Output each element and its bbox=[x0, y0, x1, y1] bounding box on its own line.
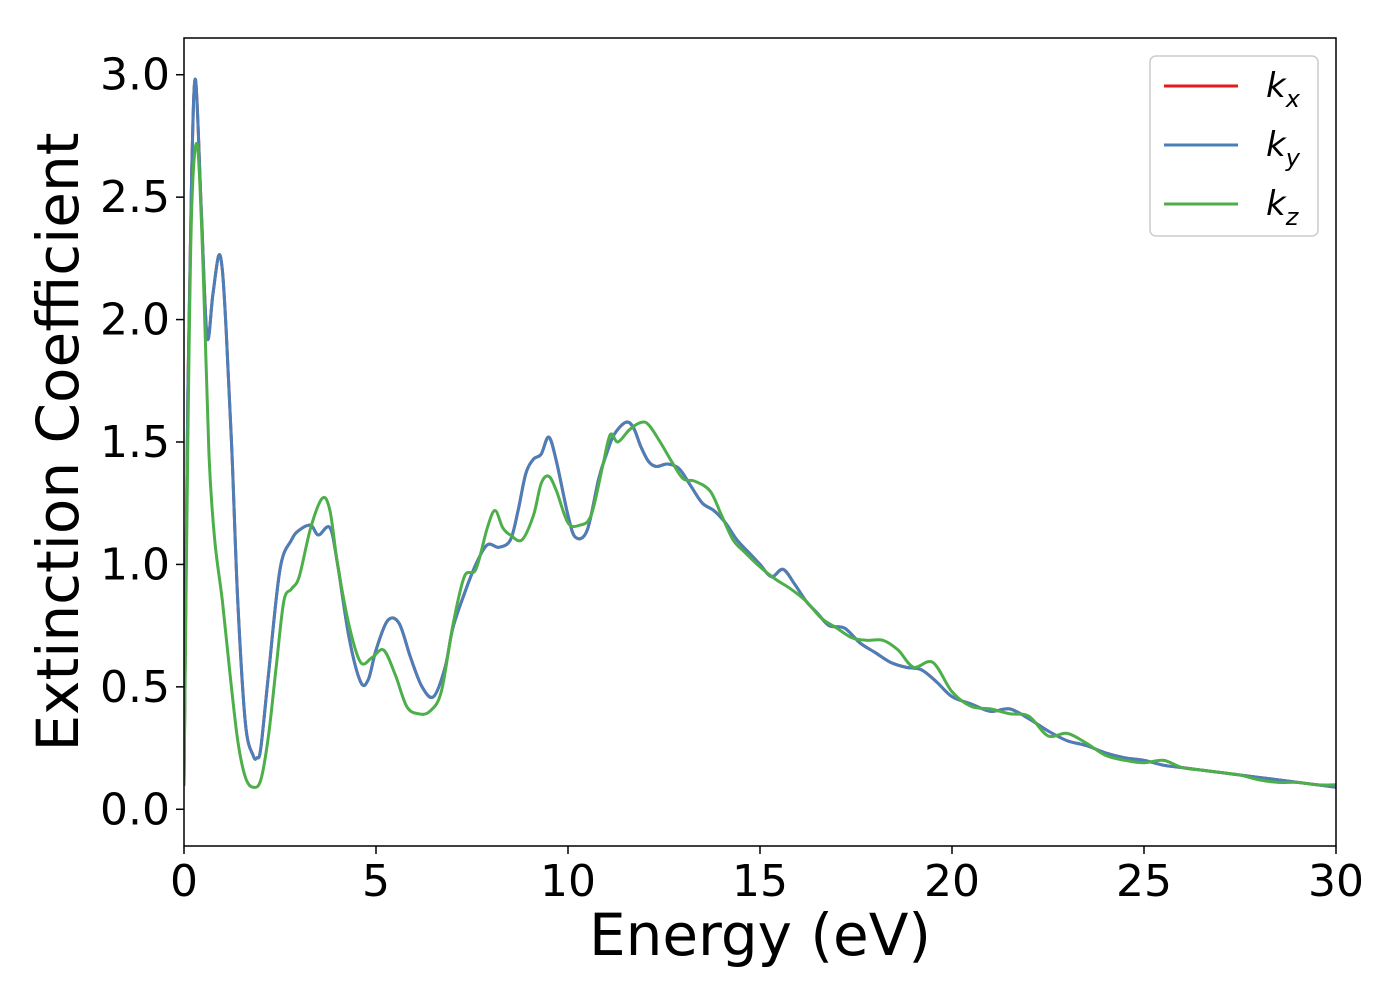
y-axis-ticks: 0.0 0.5 1.0 1.5 2.0 2.5 3.0 bbox=[100, 50, 184, 835]
y-tick-label: 0.5 bbox=[100, 662, 170, 713]
legend-items: kx ky kz bbox=[1164, 66, 1301, 231]
legend-label: kx bbox=[1266, 66, 1301, 113]
x-tick-label: 5 bbox=[362, 856, 390, 907]
y-axis-title: Extinction Coefficient bbox=[24, 133, 92, 752]
legend: kx ky kz bbox=[1149, 55, 1319, 237]
y-tick-label: 1.0 bbox=[100, 539, 170, 590]
legend-label: kz bbox=[1266, 184, 1300, 231]
series-line-z bbox=[184, 142, 1336, 789]
legend-item-y: ky bbox=[1164, 125, 1301, 172]
x-tick-label: 15 bbox=[732, 856, 788, 907]
legend-item-x: kx bbox=[1164, 66, 1301, 113]
legend-label: ky bbox=[1266, 125, 1301, 172]
y-tick-label: 2.0 bbox=[100, 295, 170, 346]
x-tick-label: 10 bbox=[540, 856, 596, 907]
y-tick-label: 3.0 bbox=[100, 50, 170, 101]
y-tick-label: 2.5 bbox=[100, 172, 170, 223]
legend-item-z: kz bbox=[1164, 184, 1300, 231]
x-tick-label: 0 bbox=[170, 856, 198, 907]
y-tick-label: 1.5 bbox=[100, 417, 170, 468]
series-line-y bbox=[184, 77, 1336, 789]
y-tick-label: 0.0 bbox=[100, 784, 170, 835]
x-axis-ticks: 0 5 10 15 20 25 30 bbox=[170, 846, 1364, 907]
x-tick-label: 25 bbox=[1116, 856, 1172, 907]
x-tick-label: 20 bbox=[924, 856, 980, 907]
series-layer bbox=[184, 77, 1336, 789]
x-axis-title: Energy (eV) bbox=[589, 901, 931, 969]
x-tick-label: 30 bbox=[1308, 856, 1364, 907]
